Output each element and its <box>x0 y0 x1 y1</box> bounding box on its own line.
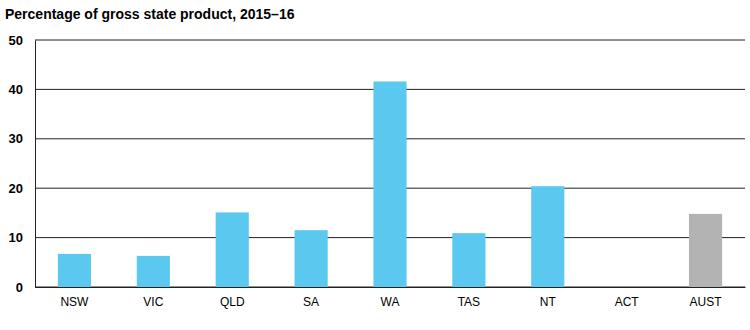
bar <box>531 186 564 287</box>
bar <box>373 81 406 287</box>
grid-line <box>35 40 745 41</box>
x-tick: NT <box>540 287 557 309</box>
y-tick: 10 <box>9 230 35 245</box>
bar <box>689 214 722 287</box>
y-tick: 30 <box>9 131 35 146</box>
x-tick: AUST <box>690 287 723 309</box>
x-axis: NSW VIC QLD SA WA TAS NT ACT AUST <box>36 287 746 309</box>
chart-title: Percentage of gross state product, 2015–… <box>5 6 295 22</box>
x-tick-label: TAS <box>458 295 480 309</box>
x-tick: TAS <box>458 287 480 309</box>
bar <box>137 256 170 287</box>
x-tick: WA <box>381 287 400 309</box>
x-tick: VIC <box>143 287 163 309</box>
y-tick-label: 50 <box>9 33 23 48</box>
y-axis: 0 10 20 30 40 50 <box>9 33 36 295</box>
x-tick-label: WA <box>381 295 400 309</box>
x-tick-label: ACT <box>615 295 640 309</box>
x-tick-label: SA <box>303 295 319 309</box>
y-tick: 40 <box>9 82 35 97</box>
y-tick: 20 <box>9 181 35 196</box>
x-tick-label: AUST <box>690 295 723 309</box>
bar <box>216 212 249 287</box>
x-tick-label: QLD <box>220 295 245 309</box>
x-tick-label: NSW <box>60 295 89 309</box>
y-axis-line <box>35 41 36 288</box>
bar <box>610 287 643 288</box>
bar <box>452 233 485 287</box>
bar <box>58 254 91 287</box>
bars <box>58 81 722 287</box>
grid <box>35 40 745 287</box>
x-tick-label: NT <box>540 295 557 309</box>
x-tick-label: VIC <box>143 295 163 309</box>
chart: Percentage of gross state product, 2015–… <box>0 0 750 330</box>
y-tick-label: 20 <box>9 181 23 196</box>
y-tick-label: 40 <box>9 82 23 97</box>
x-tick: SA <box>303 287 319 309</box>
y-tick-label: 30 <box>9 131 23 146</box>
x-tick: ACT <box>615 287 640 309</box>
x-axis-line <box>36 287 746 288</box>
x-tick: NSW <box>60 287 89 309</box>
x-tick: QLD <box>220 287 245 309</box>
y-tick-label: 0 <box>16 280 23 295</box>
y-tick: 50 <box>9 33 35 48</box>
bar <box>295 230 328 287</box>
y-tick-label: 10 <box>9 230 23 245</box>
plot: 0 10 20 30 40 50 NSW VIC QLD SA WA TAS NT ACT AUST <box>9 33 746 309</box>
y-tick: 0 <box>16 280 35 295</box>
